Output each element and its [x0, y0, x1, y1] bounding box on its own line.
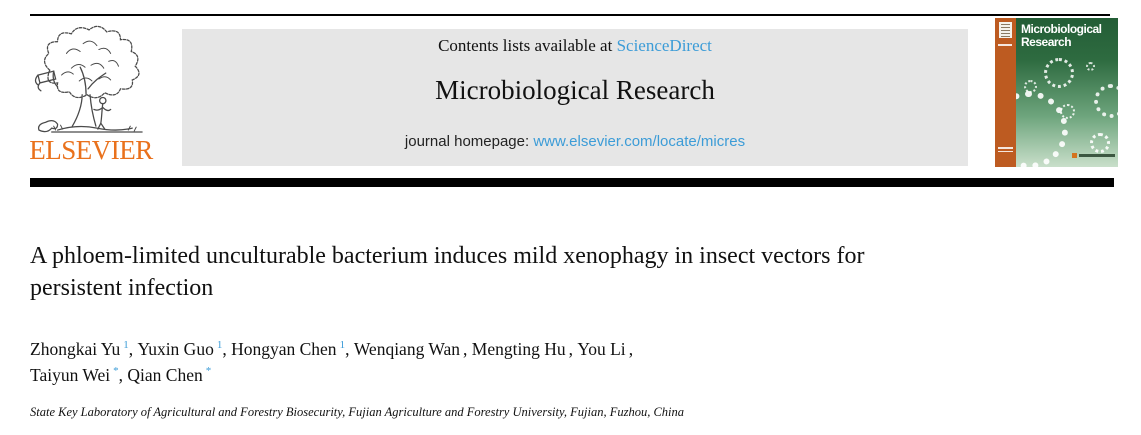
homepage-prefix: journal homepage:: [404, 133, 534, 150]
journal-title: Microbiological Research: [435, 75, 715, 105]
author-corresponding-mark[interactable]: *: [113, 365, 119, 378]
cover-publisher-badge: [1072, 153, 1115, 158]
sciencedirect-link[interactable]: ScienceDirect: [616, 36, 712, 55]
author: Zhongkai Yu 1: [30, 339, 138, 359]
author-footnote-mark[interactable]: 1: [339, 339, 346, 352]
cover-artwork: Microbiological Research: [1016, 18, 1118, 167]
cover-elsevier-mini-logo-icon: [999, 22, 1012, 38]
elsevier-tree-icon: [34, 25, 143, 133]
contents-prefix: Contents lists available at: [438, 36, 617, 55]
cover-journal-title: Microbiological Research: [1021, 22, 1102, 50]
article-title: A phloem-limited unculturable bacterium …: [30, 243, 865, 301]
bacteria-circle-icon: [1094, 84, 1118, 118]
author: Taiyun Wei *: [30, 365, 127, 385]
author-footnote-mark[interactable]: 1: [123, 339, 129, 352]
author: Hongyan Chen 1: [231, 339, 354, 359]
bacteria-circle-icon: [1016, 91, 1068, 167]
cover-issn-text: [998, 147, 1013, 154]
cover-orange-strip: [995, 18, 1016, 167]
bacteria-circle-icon: [1090, 133, 1110, 153]
author: Yuxin Guo 1: [138, 339, 232, 359]
bacteria-circle-icon: [1024, 80, 1037, 93]
homepage-line: journal homepage: www.elsevier.com/locat…: [405, 133, 745, 150]
author-corresponding-mark[interactable]: *: [205, 365, 212, 378]
bacteria-circle-icon: [1086, 62, 1095, 71]
author: Wenqiang Wan: [354, 339, 472, 359]
elsevier-logo: ELSEVIER: [28, 24, 154, 164]
author: Mengting Hu: [472, 339, 578, 359]
homepage-url-link[interactable]: www.elsevier.com/locate/micres: [533, 133, 746, 150]
author-footnote-mark[interactable]: 1: [216, 339, 223, 352]
header-divider-rule: [30, 178, 1114, 187]
author: You Li: [577, 339, 633, 359]
cover-volume-text: [998, 44, 1012, 48]
contents-line: Contents lists available at ScienceDirec…: [438, 36, 712, 56]
top-rule: [30, 14, 1110, 16]
journal-cover-thumbnail: Microbiological Research: [995, 18, 1118, 167]
elsevier-wordmark: ELSEVIER: [29, 135, 153, 165]
affiliation: State Key Laboratory of Agricultural and…: [30, 405, 685, 419]
bacteria-circle-icon: [1060, 104, 1075, 119]
bacteria-circle-icon: [1044, 58, 1074, 88]
author: Qian Chen *: [127, 365, 212, 385]
journal-banner: Contents lists available at ScienceDirec…: [182, 29, 968, 166]
